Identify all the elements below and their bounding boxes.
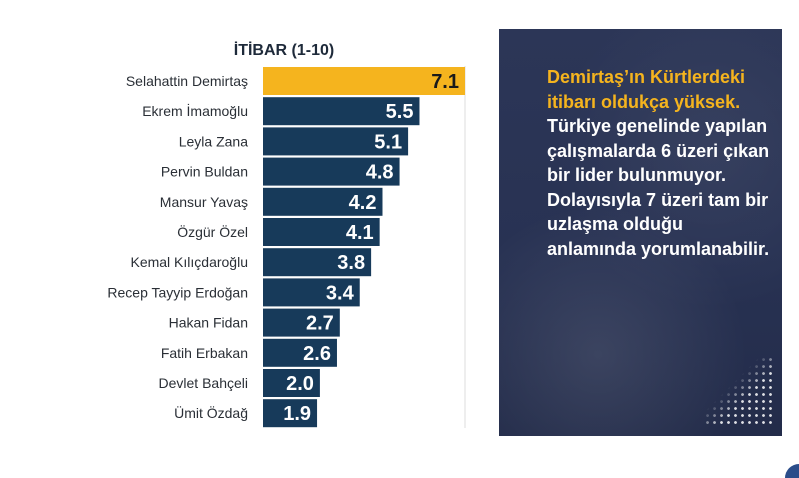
bar-chart: İTİBAR (1-10) Selahattin Demirtaş 7.1 Ekre… [107, 41, 466, 428]
category-label: Mansur Yavaş [160, 194, 248, 210]
commentary-panel: Demirtaş’ın Kürtlerdeki itibarı oldukça … [499, 29, 782, 436]
category-label: Özgür Özel [177, 223, 248, 240]
category-label: Selahattin Demirtaş [126, 73, 248, 89]
bar [263, 278, 360, 307]
category-label: Kemal Kılıçdaroğlu [130, 254, 248, 270]
bar [263, 338, 337, 367]
bar [263, 127, 409, 156]
bars-group: Selahattin Demirtaş 7.1 Ekrem İmamoğlu 5.5 L… [107, 67, 465, 428]
value-label: 2.7 [306, 313, 334, 335]
category-label: Recep Tayyip Erdoğan [107, 284, 248, 300]
value-label: 3.4 [326, 282, 355, 304]
panel-text: Demirtaş’ın Kürtlerdeki itibarı oldukça … [547, 65, 772, 261]
value-label: 2.0 [286, 373, 314, 395]
category-label: Hakan Fidan [169, 315, 248, 331]
bar [263, 157, 400, 186]
corner-logo-fragment [785, 464, 799, 478]
category-label: Pervin Buldan [161, 164, 248, 180]
value-label: 5.1 [374, 131, 402, 153]
bar [263, 218, 380, 246]
bar [263, 308, 340, 337]
chart-title: İTİBAR (1-10) [234, 41, 334, 59]
category-label: Ekrem İmamoğlu [142, 102, 248, 119]
category-label: Fatih Erbakan [161, 345, 248, 361]
value-label: 7.1 [431, 71, 459, 93]
bar [263, 248, 372, 277]
category-label: Ümit Özdağ [174, 404, 248, 421]
value-label: 3.8 [337, 252, 365, 274]
bar [263, 187, 383, 216]
value-label: 1.9 [283, 403, 311, 425]
value-label: 4.8 [366, 162, 394, 184]
value-label: 4.1 [346, 222, 374, 244]
bar-highlighted [263, 67, 465, 95]
bar [263, 97, 420, 126]
value-label: 4.2 [349, 192, 377, 214]
bar [263, 369, 320, 397]
category-label: Devlet Bahçeli [159, 375, 249, 391]
bar [263, 399, 318, 428]
panel-body-text: Türkiye genelinde yapılan çalışmalarda 6… [547, 116, 770, 259]
panel-highlight-text: Demirtaş’ın Kürtlerdeki itibarı oldukça … [547, 67, 746, 112]
category-label: Leyla Zana [179, 133, 248, 149]
dot-pattern-decoration [704, 356, 774, 426]
value-label: 5.5 [386, 101, 414, 123]
value-label: 2.6 [303, 343, 331, 365]
